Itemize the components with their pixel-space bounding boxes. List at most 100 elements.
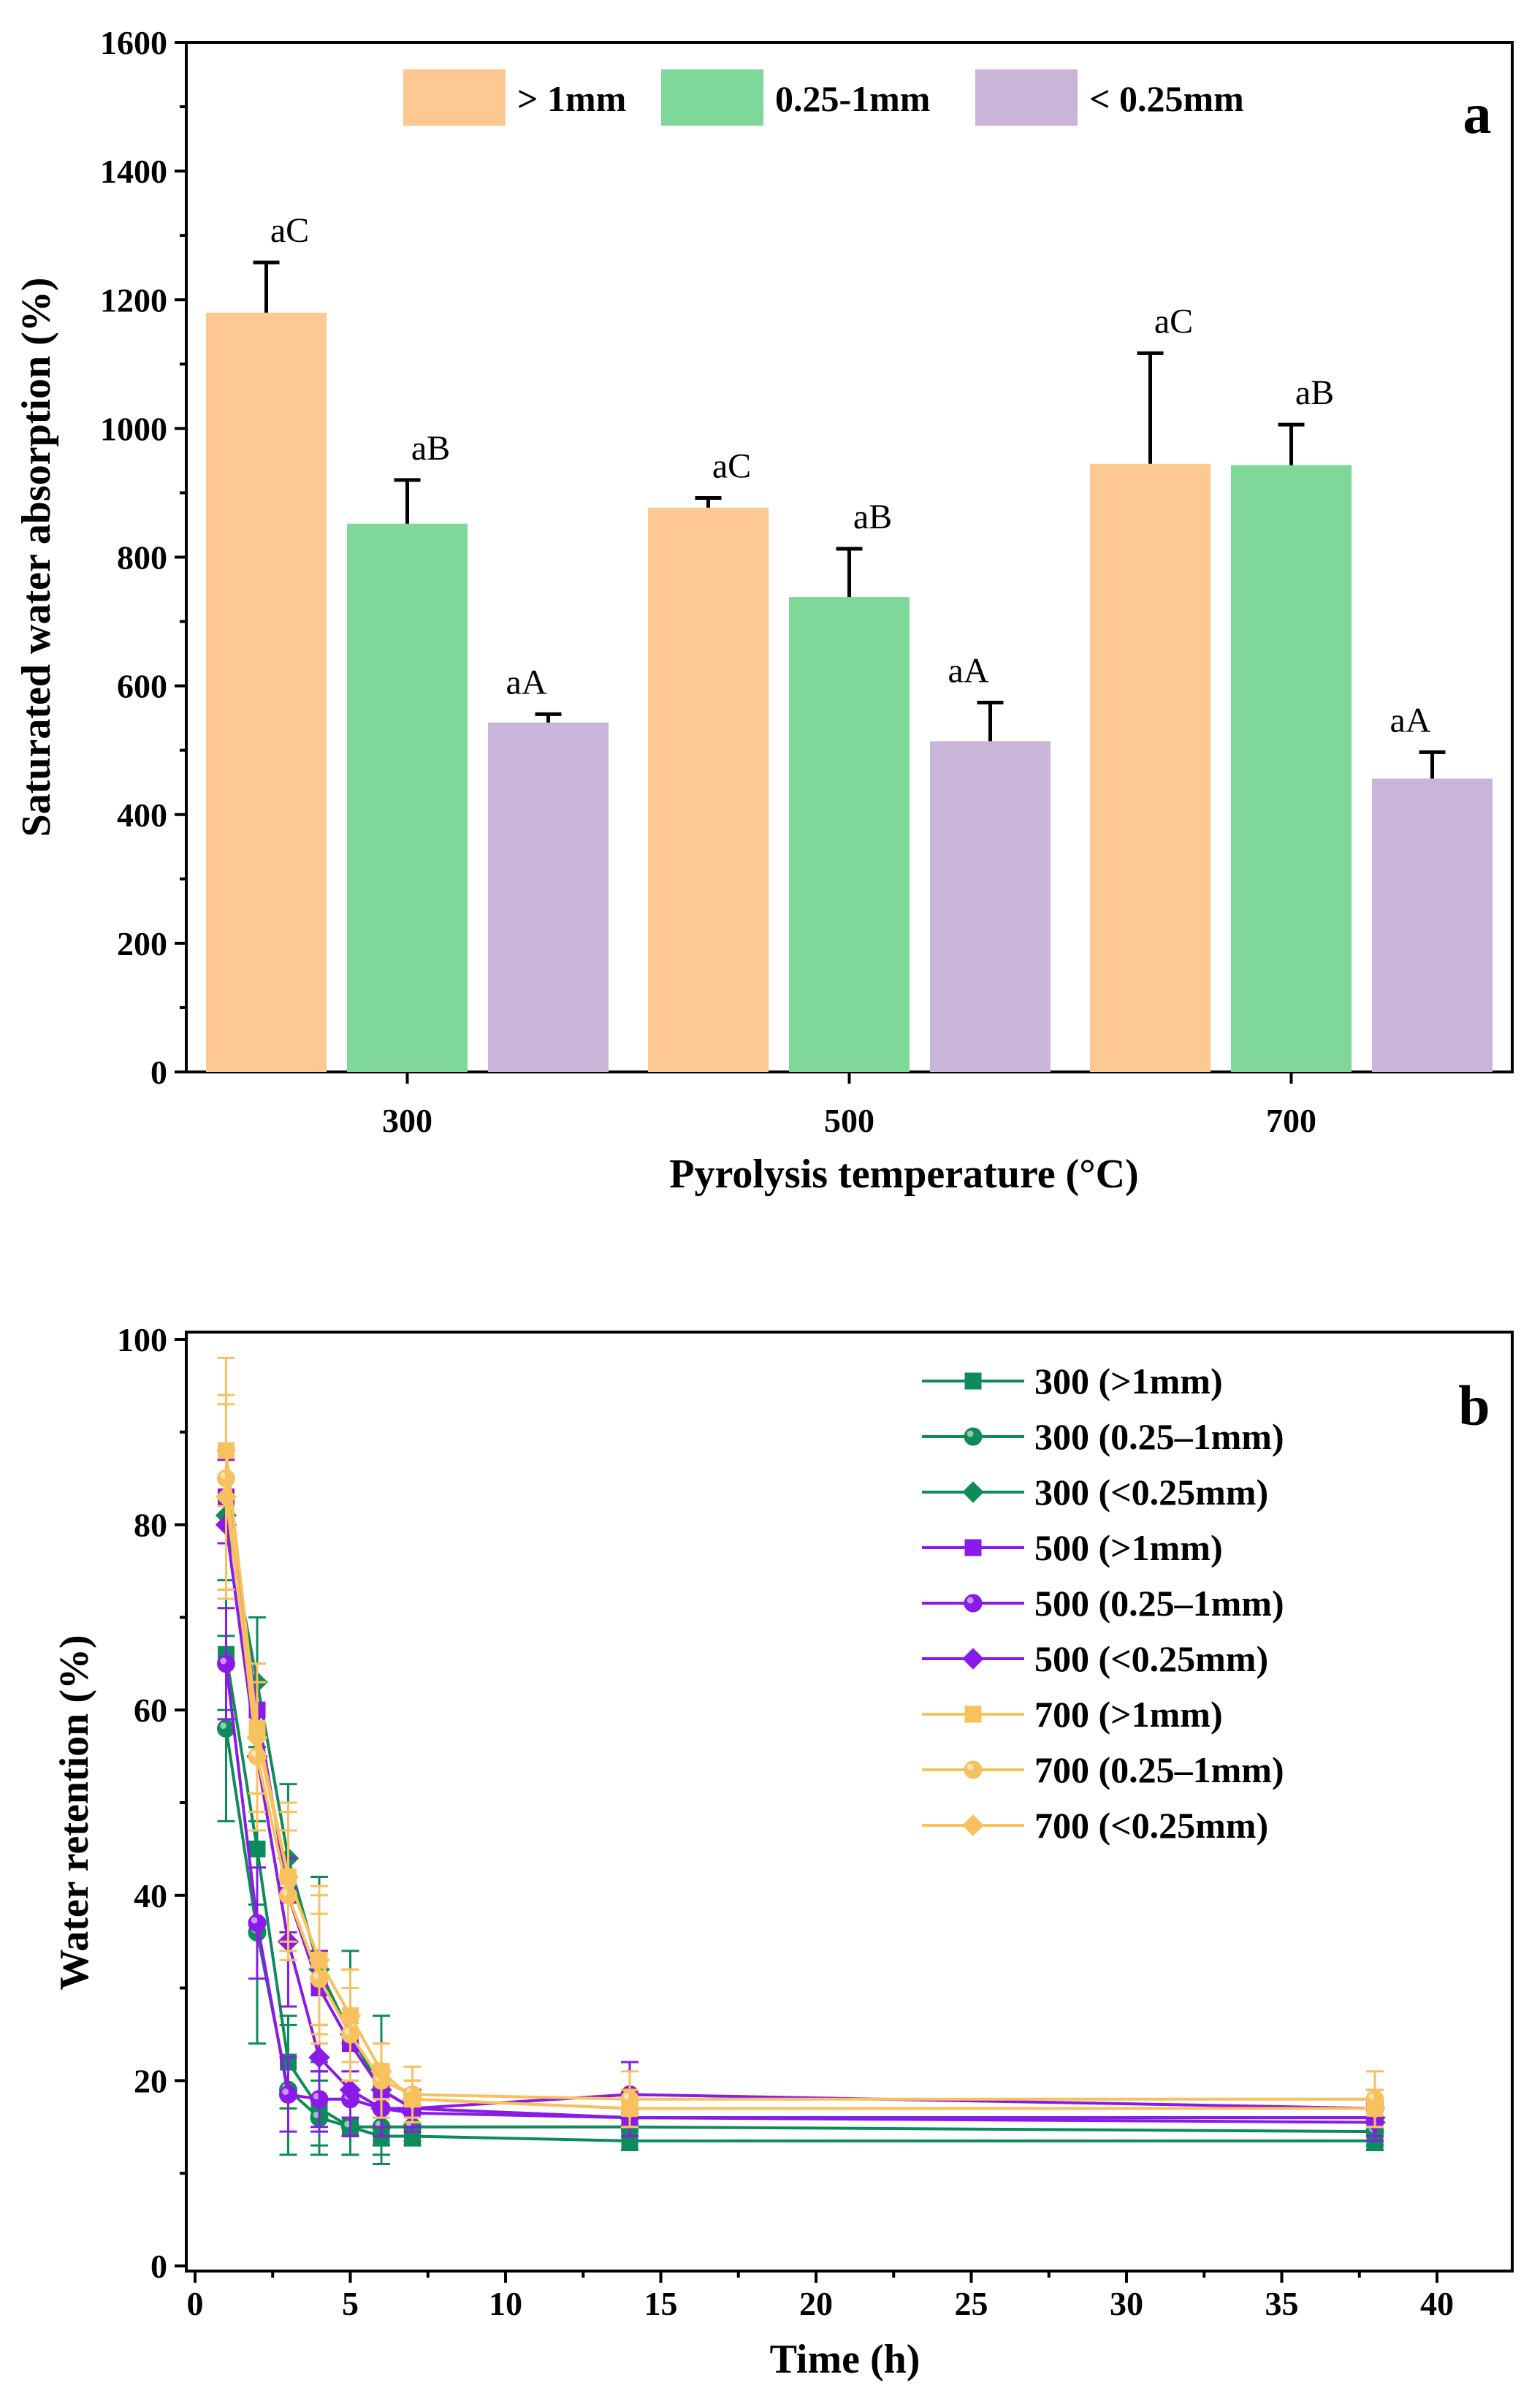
legend-marker: [964, 1705, 982, 1723]
panel-a-legend: > 1mm 0.25-1mm < 0.25mm: [403, 69, 1244, 126]
data-point: [339, 2004, 362, 2027]
data-point: [246, 1727, 268, 1749]
panel-a-xtick-label: 300: [382, 1102, 432, 1139]
panel-a: 0 200 400 600 800 1000 1200 1400 1600 300 aC aB aA 50…: [14, 24, 1514, 1197]
series: [217, 1607, 1384, 2133]
panel-a-ytick-label: 800: [117, 539, 167, 577]
data-point: [217, 1654, 235, 1673]
panel-b-xtick-label: 5: [342, 2285, 359, 2322]
panel-a-xtick-label: 500: [824, 1102, 874, 1139]
legend-marker: [964, 1594, 983, 1613]
panel-a-ytick-label: 1000: [100, 410, 167, 447]
panel-b-xtick-label: 25: [955, 2285, 988, 2322]
bar: [789, 597, 910, 1072]
panel-a-xlabel: Pyrolysis temperature (°C): [669, 1152, 1138, 1197]
legend-label: 700 (0.25–1mm): [1034, 1749, 1284, 1790]
significance-label: aA: [506, 663, 547, 701]
bar: [648, 507, 769, 1072]
legend-marker: [964, 1760, 983, 1779]
legend-label: 300 (0.25–1mm): [1034, 1416, 1284, 1457]
legend-marker-shine: [967, 1430, 974, 1437]
panel-b-ytick-label: 20: [134, 2062, 167, 2099]
panel-a-ytick-label: 1400: [100, 153, 167, 190]
legend-label: 300 (<0.25mm): [1034, 1472, 1268, 1513]
significance-label: aB: [1295, 373, 1334, 412]
bar: [488, 722, 609, 1072]
significance-label: aB: [853, 498, 892, 536]
panel-b-letter: b: [1458, 1374, 1490, 1437]
legend-marker-shine: [967, 1763, 974, 1771]
series: [217, 1597, 1384, 2156]
legend-marker: [964, 1427, 983, 1446]
data-point-shine: [251, 1750, 258, 1757]
significance-label: aC: [712, 446, 751, 485]
data-point: [401, 2088, 424, 2110]
legend-label: 300 (>1mm): [1034, 1361, 1223, 1402]
panel-a-ylabel: Saturated water absorption (%): [14, 278, 59, 837]
data-point-shine: [251, 1917, 258, 1924]
panel-a-ytick-label: 400: [117, 796, 167, 834]
panel-b-xtick-label: 0: [187, 2285, 204, 2322]
data-point: [215, 1486, 237, 1508]
legend-marker: [962, 1481, 984, 1503]
legend-label: 500 (>1mm): [1034, 1527, 1223, 1568]
data-point: [619, 2097, 641, 2120]
panel-a-ytick-label: 1200: [100, 281, 167, 319]
legend-label: 0.25-1mm: [775, 78, 930, 119]
legend-label: < 0.25mm: [1089, 78, 1244, 119]
data-point-shine: [344, 2121, 351, 2128]
legend-swatch: [661, 69, 763, 126]
data-point-shine: [282, 1889, 289, 1896]
panel-b: 0 20 40 60 80 100 0 5 10 15 20 25 30 35 40 Time (h) Wate…: [52, 1321, 1514, 2382]
panel-b-ylabel: Water retention (%): [52, 1635, 97, 1990]
data-point-shine: [313, 2093, 320, 2100]
bar: [1372, 778, 1493, 1072]
data-point-shine: [623, 2093, 630, 2100]
panel-b-ytick-label: 0: [150, 2248, 167, 2285]
bar: [1090, 463, 1211, 1072]
legend-swatch: [403, 69, 506, 126]
data-point: [277, 1866, 300, 1888]
data-point: [279, 2085, 297, 2104]
significance-label: aC: [270, 211, 309, 250]
data-point: [308, 2046, 330, 2069]
legend-label: 500 (0.25–1mm): [1034, 1583, 1284, 1624]
panel-b-xtick-label: 35: [1265, 2285, 1299, 2322]
data-point-shine: [344, 2028, 351, 2035]
bar: [206, 312, 327, 1072]
legend-marker: [962, 1648, 984, 1670]
legend-swatch: [975, 69, 1078, 126]
data-point-shine: [313, 1972, 320, 1979]
significance-label: aA: [1390, 701, 1431, 739]
data-point: [248, 1914, 267, 1933]
legend-marker: [962, 1814, 984, 1836]
panel-b-xtick-label: 40: [1420, 2285, 1454, 2322]
significance-label: aC: [1154, 302, 1193, 341]
bar: [930, 741, 1051, 1072]
data-point: [308, 1949, 330, 1971]
data-point-shine: [313, 2111, 320, 2118]
legend-marker: [964, 1372, 982, 1390]
panel-b-ytick-label: 40: [134, 1877, 167, 1914]
legend-label: 500 (<0.25mm): [1034, 1638, 1268, 1679]
panel-b-legend: 300 (>1mm) 300 (0.25–1mm) 300 (<0.25mm) 500…: [922, 1361, 1284, 1846]
legend-marker-shine: [967, 1597, 974, 1604]
panel-b-ytick-label: 80: [134, 1507, 167, 1544]
data-point-shine: [220, 1722, 227, 1730]
panel-a-ytick-label: 600: [117, 668, 167, 705]
panel-b-xtick-label: 20: [799, 2285, 833, 2322]
data-point: [370, 2061, 392, 2083]
data-point: [339, 2079, 362, 2101]
legend-label: 700 (>1mm): [1034, 1694, 1223, 1735]
data-point: [1364, 2097, 1386, 2120]
data-point-shine: [220, 1472, 227, 1479]
panel-a-ytick-label: 1600: [100, 24, 167, 61]
bar: [347, 523, 468, 1072]
panel-b-xtick-label: 30: [1110, 2285, 1143, 2322]
legend-marker: [964, 1539, 982, 1556]
data-point-shine: [1368, 2093, 1376, 2100]
data-point-shine: [282, 2088, 289, 2095]
panel-b-xlabel: Time (h): [770, 2337, 920, 2382]
bar: [1231, 465, 1352, 1072]
